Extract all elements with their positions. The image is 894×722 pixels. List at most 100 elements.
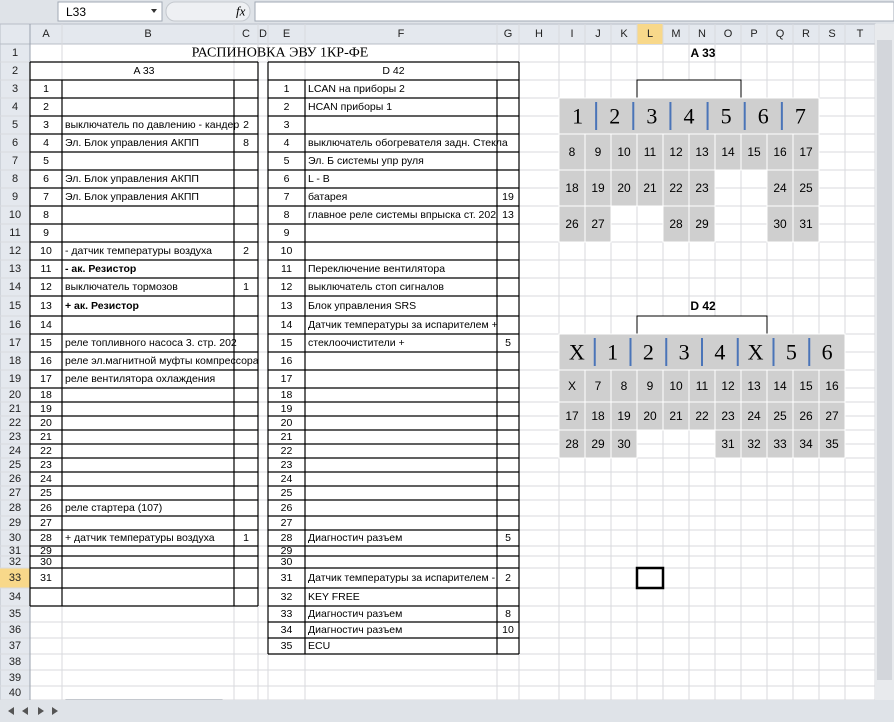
- connector-pin-large: X: [569, 340, 585, 365]
- pin-reference: 1: [243, 532, 249, 544]
- table-header: A 33: [133, 65, 154, 77]
- column-header: T: [857, 28, 864, 40]
- pin-number: 12: [40, 281, 52, 293]
- column-header: G: [504, 28, 513, 40]
- pin-number: 32: [281, 591, 293, 603]
- row-header: 14: [9, 281, 21, 293]
- row-header: 37: [9, 640, 21, 652]
- row-header: 33: [9, 572, 21, 584]
- sheet-nav[interactable]: [8, 707, 58, 715]
- row-header: 24: [9, 445, 21, 457]
- pin-description: реле эл.магнитной муфты компрессора: [65, 355, 259, 367]
- connector-title: A 33: [691, 46, 716, 60]
- connector-tab: [636, 79, 742, 99]
- connector-pin: X: [568, 379, 576, 393]
- pin-reference: 13: [502, 209, 514, 221]
- name-box-text: L33: [66, 5, 86, 19]
- connector-cell: [688, 169, 716, 207]
- connector-pin-large: 1: [607, 340, 618, 365]
- connector-pin: 31: [721, 437, 735, 451]
- pin-number: 13: [281, 300, 293, 312]
- pin-number: 14: [40, 319, 52, 331]
- connector-pin-large: 3: [646, 104, 657, 129]
- row-header: 40: [9, 687, 21, 699]
- connector-pin: 22: [669, 181, 683, 195]
- pin-description: выключатель обогревателя задн. Стекла: [308, 137, 508, 149]
- pin-description: реле стартера (107): [65, 502, 162, 514]
- column-header: M: [671, 28, 680, 40]
- column-header: N: [698, 28, 706, 40]
- pin-number: 15: [281, 337, 293, 349]
- pin-number: 17: [281, 373, 293, 385]
- connector-cell: [714, 369, 742, 403]
- row-header: 2: [12, 65, 18, 77]
- pin-number: 18: [281, 389, 293, 401]
- pin-number: 22: [40, 445, 52, 457]
- pin-number: 29: [281, 545, 293, 557]
- formula-buttons: [165, 1, 251, 22]
- fx-icon[interactable]: fx: [236, 4, 246, 19]
- row-header: 6: [12, 137, 18, 149]
- scroll-thumb[interactable]: [877, 40, 892, 680]
- connector-cell: [688, 205, 716, 243]
- pin-number: 29: [40, 545, 52, 557]
- row-header: 8: [12, 173, 18, 185]
- pin-number: 12: [281, 281, 293, 293]
- row-header: 36: [9, 624, 21, 636]
- row-header: 17: [9, 337, 21, 349]
- pin-description: + датчик температуры воздуха: [65, 532, 215, 544]
- connector-cell: [714, 401, 742, 431]
- row-header: 34: [9, 591, 21, 603]
- pin-number: 19: [40, 403, 52, 415]
- connector-pin-large: 1: [572, 104, 583, 129]
- connector-title: D 42: [690, 299, 716, 313]
- pin-number: 21: [281, 431, 293, 443]
- column-header: Q: [776, 28, 785, 40]
- pin-number: 11: [281, 263, 292, 275]
- row-header: 7: [12, 155, 18, 167]
- pin-number: 6: [43, 173, 49, 185]
- connector-cell: [818, 369, 846, 403]
- formula-input[interactable]: [254, 1, 894, 22]
- column-header: A: [42, 28, 50, 40]
- connector-pin-large: 5: [786, 340, 797, 365]
- connector-pin: 16: [825, 379, 839, 393]
- pin-number: 31: [40, 572, 52, 584]
- connector-pin: 34: [799, 437, 813, 451]
- column-header-bar: [0, 23, 876, 45]
- pin-description: Блок управления SRS: [308, 300, 416, 312]
- connector-cell: [584, 401, 612, 431]
- connector-pin: 33: [773, 437, 787, 451]
- row-header: 3: [12, 83, 18, 95]
- connector-pin: 26: [799, 409, 813, 423]
- connector-pin: 20: [643, 409, 657, 423]
- row-header: 19: [9, 373, 21, 385]
- column-header: B: [144, 28, 151, 40]
- pin-number: 11: [41, 263, 52, 275]
- pin-number: 27: [40, 517, 52, 529]
- row-header: 9: [12, 191, 18, 203]
- active-cell[interactable]: [635, 566, 665, 590]
- connector-pin: 16: [773, 145, 787, 159]
- name-box[interactable]: [57, 1, 163, 22]
- connector-pin: 32: [747, 437, 761, 451]
- row-header: 30: [9, 532, 21, 544]
- pin-number: 1: [43, 83, 49, 95]
- pin-description: - ак. Резистор: [65, 263, 136, 275]
- connector-pin: 9: [595, 145, 602, 159]
- pin-number: 7: [284, 191, 290, 203]
- connector-pin: 25: [773, 409, 787, 423]
- row-header: 18: [9, 355, 21, 367]
- pin-description: Диагностич разъем: [308, 624, 402, 636]
- row-header: 28: [9, 502, 21, 514]
- dropdown-arrow[interactable]: [151, 9, 157, 13]
- pin-description: Датчик температуры за испарителем +: [308, 319, 498, 331]
- column-header: C: [242, 28, 250, 40]
- pin-number: 27: [281, 517, 293, 529]
- pin-number: 5: [43, 155, 49, 167]
- connector-pin: 30: [617, 437, 631, 451]
- pin-description: Переключение вентилятора: [308, 263, 445, 275]
- pin-number: 24: [40, 473, 52, 485]
- pin-number: 8: [284, 209, 290, 221]
- connector-pin: 29: [591, 437, 605, 451]
